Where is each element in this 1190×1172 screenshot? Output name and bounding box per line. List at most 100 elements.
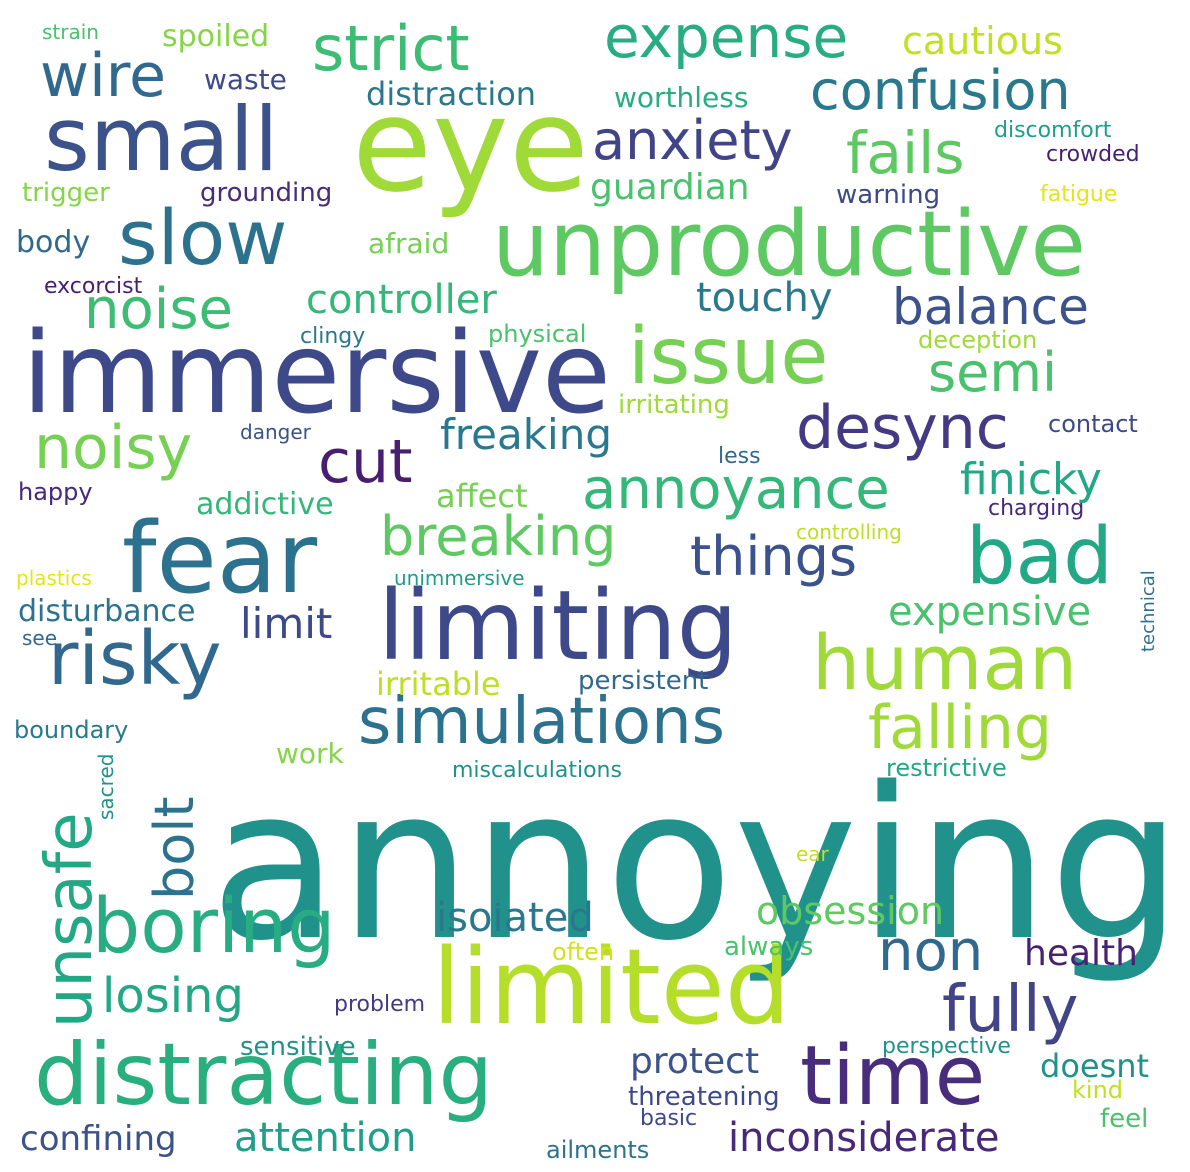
- cloud-word: simulations: [358, 685, 725, 759]
- cloud-word: annoyance: [582, 457, 890, 522]
- cloud-word: disturbance: [18, 594, 196, 629]
- cloud-word: obsession: [756, 889, 945, 933]
- cloud-word: touchy: [696, 275, 833, 321]
- cloud-word: charging: [988, 496, 1085, 521]
- cloud-word: fails: [846, 119, 965, 187]
- cloud-word: deception: [918, 326, 1038, 354]
- cloud-word: confining: [20, 1119, 177, 1159]
- cloud-word: protect: [630, 1041, 760, 1082]
- cloud-word: risky: [48, 616, 222, 702]
- cloud-word: physical: [488, 320, 587, 348]
- cloud-word: cautious: [902, 19, 1063, 63]
- cloud-word: cut: [318, 427, 413, 497]
- cloud-word: bad: [966, 512, 1113, 602]
- cloud-word: less: [718, 444, 761, 469]
- cloud-word: always: [724, 932, 814, 962]
- cloud-word: non: [878, 919, 984, 984]
- cloud-word: crowded: [1046, 142, 1140, 167]
- cloud-word: waste: [204, 63, 287, 96]
- cloud-word: feel: [1100, 1104, 1149, 1134]
- cloud-word: limit: [240, 599, 333, 648]
- cloud-word: boundary: [14, 716, 129, 744]
- cloud-word: work: [276, 737, 344, 770]
- cloud-word: problem: [334, 992, 426, 1017]
- cloud-word: wire: [40, 41, 167, 111]
- cloud-word: basic: [640, 1106, 698, 1131]
- cloud-word: anxiety: [592, 109, 793, 172]
- cloud-word: see: [22, 626, 58, 650]
- cloud-word: slow: [118, 193, 288, 282]
- cloud-word: discomfort: [994, 118, 1112, 143]
- cloud-word: worthless: [614, 81, 749, 114]
- cloud-word: trigger: [22, 178, 110, 208]
- cloud-word: ear: [796, 842, 829, 866]
- cloud-word: health: [1024, 933, 1138, 974]
- cloud-word: fatigue: [1040, 182, 1118, 207]
- cloud-word: issue: [628, 312, 829, 402]
- cloud-word: doesnt: [1040, 1047, 1150, 1085]
- cloud-word: limiter: [488, 845, 512, 910]
- cloud-word: kind: [1072, 1076, 1124, 1104]
- cloud-word: things: [690, 525, 858, 588]
- cloud-word: desync: [796, 393, 1009, 463]
- cloud-word: irritable: [376, 665, 501, 703]
- cloud-word: limiting: [378, 570, 738, 682]
- cloud-word: strict: [312, 12, 470, 85]
- cloud-word: expensive: [888, 589, 1092, 635]
- cloud-word: attention: [234, 1115, 417, 1161]
- cloud-word: inconsiderate: [728, 1115, 1000, 1161]
- cloud-word: strain: [42, 20, 99, 44]
- cloud-word: human: [812, 618, 1078, 707]
- cloud-word: excorcist: [44, 274, 143, 299]
- cloud-word: unproductive: [492, 192, 1086, 297]
- cloud-word: spoiled: [162, 19, 270, 54]
- cloud-word: small: [44, 88, 279, 191]
- cloud-word: distraction: [366, 75, 537, 113]
- cloud-word: immersive: [22, 309, 611, 439]
- cloud-word: limited: [432, 926, 791, 1048]
- cloud-word: freaking: [440, 410, 612, 459]
- cloud-word: ailments: [546, 1136, 650, 1164]
- cloud-word: noisy: [34, 413, 193, 483]
- cloud-word: controlling: [796, 520, 902, 544]
- cloud-word: happy: [18, 478, 93, 506]
- cloud-word: fear: [122, 502, 318, 616]
- cloud-word: contact: [1048, 410, 1138, 438]
- cloud-word: controller: [306, 277, 497, 323]
- cloud-word: threatening: [628, 1082, 780, 1112]
- cloud-word: danger: [240, 420, 311, 444]
- cloud-word: semi: [928, 341, 1057, 404]
- cloud-word: warning: [836, 180, 941, 210]
- cloud-word: losing: [102, 968, 244, 1024]
- cloud-word: clingy: [300, 324, 366, 349]
- cloud-word: restrictive: [886, 754, 1007, 782]
- cloud-word: irritating: [618, 390, 730, 420]
- cloud-word: eye: [352, 69, 589, 221]
- cloud-word: fully: [942, 973, 1079, 1047]
- cloud-word: breaking: [380, 505, 617, 568]
- cloud-word: body: [16, 225, 91, 260]
- cloud-word: distracting: [34, 1025, 494, 1125]
- cloud-word: expense: [604, 3, 849, 71]
- cloud-word: persistent: [578, 666, 709, 696]
- cloud-word: often: [552, 938, 615, 966]
- cloud-word: isolated: [436, 895, 594, 941]
- cloud-word: balance: [892, 278, 1089, 336]
- cloud-word: plastics: [16, 566, 92, 590]
- cloud-word: boring: [92, 881, 336, 970]
- cloud-word: confusion: [810, 59, 1071, 122]
- cloud-word: sensitive: [240, 1032, 356, 1062]
- cloud-word: noise: [84, 277, 233, 342]
- cloud-word: unsafe: [33, 812, 107, 1028]
- cloud-word: sacred: [94, 753, 118, 820]
- cloud-word: finicky: [960, 454, 1102, 505]
- cloud-word: afraid: [368, 227, 450, 260]
- cloud-word: addictive: [196, 487, 334, 522]
- cloud-word: time: [800, 1029, 986, 1124]
- cloud-word: guardian: [590, 167, 750, 208]
- cloud-word: falling: [868, 693, 1053, 763]
- cloud-word: technical: [1138, 570, 1159, 652]
- cloud-word: perspective: [882, 1034, 1011, 1059]
- cloud-word: bolt: [143, 796, 206, 901]
